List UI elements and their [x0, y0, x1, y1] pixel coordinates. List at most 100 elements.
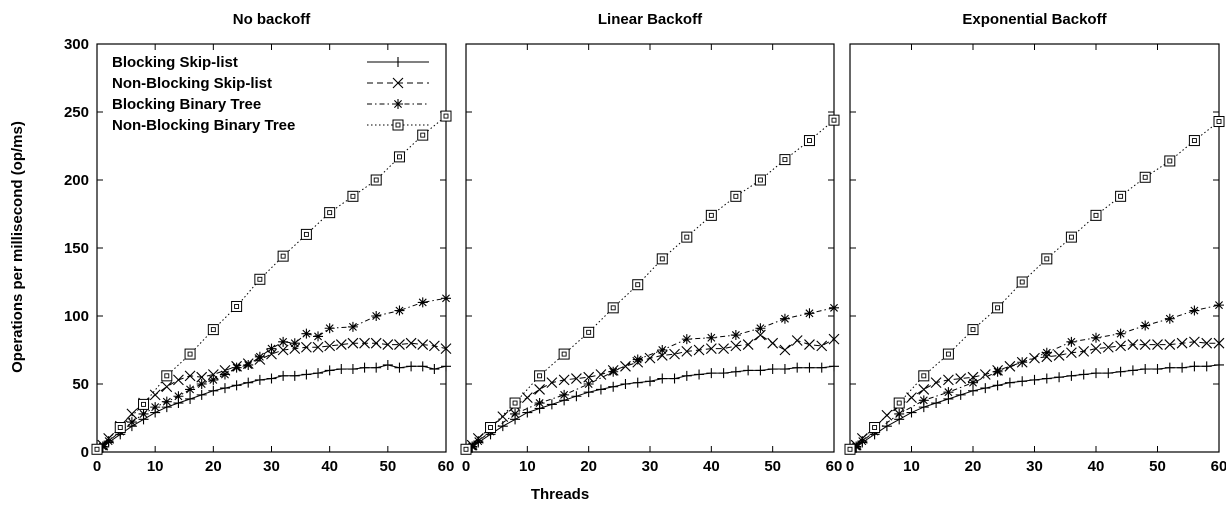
data-point: [300, 228, 312, 240]
legend-marker: [392, 119, 404, 131]
legend-label: Non-Blocking Binary Tree: [112, 117, 295, 134]
x-tick-label: 20: [205, 458, 222, 475]
data-point: [608, 366, 619, 377]
marker-square-inner: [708, 212, 714, 218]
data-point: [1090, 209, 1102, 221]
data-point: [1066, 347, 1077, 359]
y-tick-label: 50: [72, 376, 89, 393]
legend-marker: [392, 77, 404, 89]
x-tick-label: 10: [147, 458, 164, 475]
marker-square-inner: [327, 210, 333, 216]
marker-square-outer: [207, 324, 219, 336]
data-point: [196, 389, 207, 400]
marker-square-inner: [257, 276, 263, 282]
data-point: [571, 373, 582, 384]
data-point: [730, 330, 741, 341]
series-blocking-skip-list: [467, 361, 839, 453]
data-point: [754, 174, 766, 186]
x-tick-label: 50: [764, 458, 781, 475]
data-point: [289, 370, 300, 381]
data-point: [767, 364, 778, 375]
data-point: [231, 362, 242, 373]
legend: Blocking Skip-list Non-Blocking Skip-list…: [112, 54, 429, 134]
data-point: [485, 422, 497, 434]
marker-square-outer: [558, 348, 570, 360]
y-tick-label: 200: [64, 172, 89, 189]
marker-square-outer: [509, 397, 521, 409]
marker-square-outer: [1164, 155, 1176, 167]
x-tick-label: 60: [438, 458, 455, 475]
data-point: [266, 373, 277, 384]
data-point: [943, 387, 954, 398]
x-tick-label: 0: [93, 458, 101, 475]
marker-square-inner: [782, 157, 788, 163]
data-point: [347, 321, 358, 332]
data-point: [312, 341, 324, 353]
x-tick-label: 30: [1026, 458, 1043, 475]
x-tick-label: 0: [846, 458, 854, 475]
marker-square-inner: [373, 177, 379, 183]
data-point: [371, 362, 382, 373]
x-tick-label: 20: [580, 458, 597, 475]
marker-square-outer: [1065, 231, 1077, 243]
data-point: [1127, 365, 1138, 376]
data-point: [632, 377, 643, 388]
chart-title: No backoff: [233, 11, 312, 28]
marker-square-inner: [659, 256, 665, 262]
marker-square-inner: [94, 446, 100, 452]
data-point: [608, 381, 619, 392]
series-non-blocking-skip-list: [97, 337, 452, 451]
data-point: [1189, 336, 1200, 348]
marker-square-inner: [210, 327, 216, 333]
marker-square-outer: [324, 207, 336, 219]
data-point: [1140, 320, 1151, 331]
data-point: [894, 408, 905, 419]
data-point: [301, 341, 312, 353]
data-point: [620, 360, 631, 372]
data-point: [930, 377, 942, 389]
marker-square-inner: [684, 234, 690, 240]
data-point: [219, 369, 230, 380]
marker-square-outer: [779, 154, 791, 166]
y-tick-label: 300: [64, 36, 89, 53]
series-non-blocking-binary-tree: [844, 116, 1225, 455]
data-point: [1091, 332, 1101, 343]
data-point: [509, 397, 521, 409]
data-point: [1102, 341, 1114, 353]
data-point: [693, 344, 705, 356]
data-point: [417, 297, 428, 308]
data-point: [779, 313, 790, 324]
marker-square-outer: [392, 119, 404, 131]
data-point: [254, 273, 266, 285]
data-point: [583, 326, 595, 338]
data-point: [289, 338, 300, 349]
data-point: [370, 174, 382, 186]
series-non-blocking-skip-list: [850, 336, 1225, 451]
data-point: [1152, 364, 1163, 375]
series-line: [471, 365, 835, 449]
data-point: [497, 411, 509, 423]
x-tick-label: 40: [1088, 458, 1105, 475]
data-point: [150, 402, 161, 413]
data-point: [804, 339, 815, 350]
series-blocking-skip-list: [851, 359, 1224, 453]
data-point: [103, 436, 114, 447]
marker-square-inner: [280, 253, 286, 259]
data-point: [417, 361, 428, 372]
marker-square-outer: [967, 324, 979, 336]
marker-square-inner: [995, 305, 1001, 311]
data-point: [656, 350, 668, 361]
data-point: [681, 231, 693, 243]
plot-frame: [849, 43, 1220, 453]
data-point: [681, 334, 692, 345]
x-tick-label: 60: [826, 458, 843, 475]
data-point: [359, 362, 370, 373]
marker-square-outer: [1188, 135, 1200, 147]
marker-square-outer: [91, 443, 103, 455]
data-point: [804, 308, 815, 319]
chart-title: Exponential Backoff: [962, 11, 1107, 28]
x-tick-label: 30: [642, 458, 659, 475]
y-tick-label: 0: [81, 444, 89, 461]
